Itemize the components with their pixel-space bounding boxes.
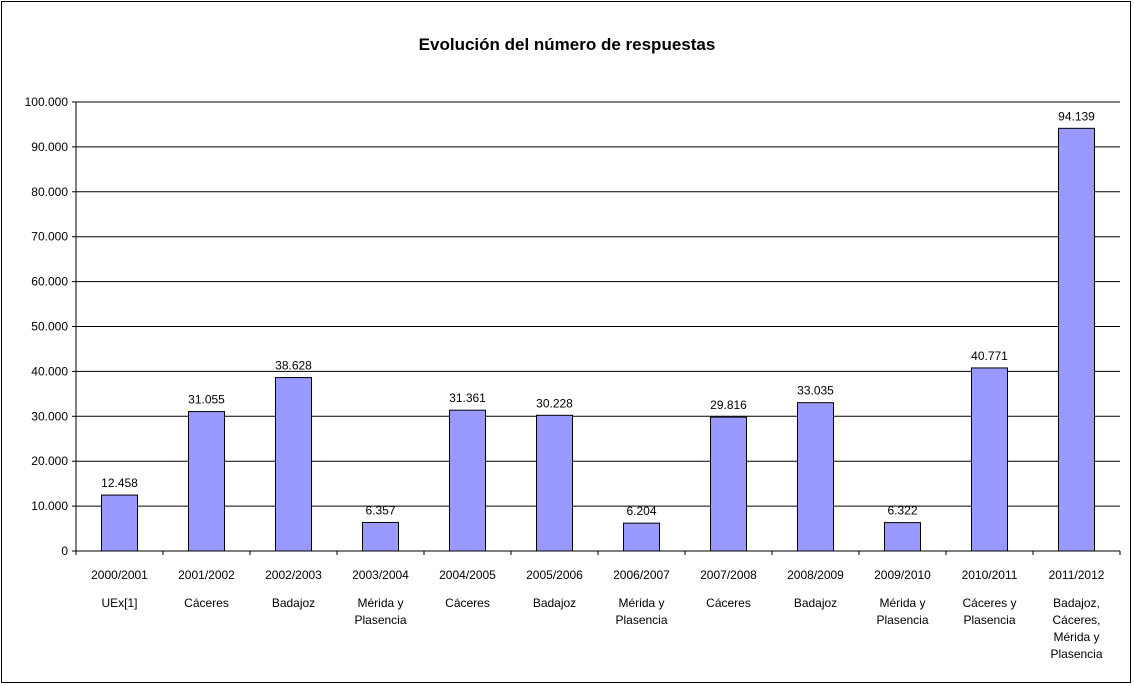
x-category-year: 2011/2012 bbox=[1049, 568, 1105, 582]
y-tick-label: 10.000 bbox=[31, 499, 68, 513]
data-label: 6.204 bbox=[626, 504, 656, 518]
y-tick-label: 40.000 bbox=[31, 364, 68, 378]
y-tick-label: 80.000 bbox=[31, 185, 68, 199]
x-category-place: Badajoz, bbox=[1053, 596, 1100, 610]
y-tick-label: 90.000 bbox=[31, 140, 68, 154]
x-category-place: Plasencia bbox=[963, 613, 1015, 627]
x-category-place: Mérida y bbox=[357, 596, 403, 610]
bar bbox=[884, 522, 921, 552]
x-category-place: Plasencia bbox=[615, 613, 667, 627]
x-category-place: Mérida y bbox=[879, 596, 925, 610]
bar bbox=[362, 521, 399, 552]
y-tick-label: 60.000 bbox=[31, 275, 68, 289]
x-category-year: 2010/2011 bbox=[962, 568, 1018, 582]
x-category-place: Badajoz bbox=[794, 596, 837, 610]
x-category-place: Badajoz bbox=[272, 596, 315, 610]
gridlines bbox=[76, 101, 1120, 507]
bars bbox=[101, 127, 1095, 552]
y-tick-label: 50.000 bbox=[31, 320, 68, 334]
x-category-place: Plasencia bbox=[1050, 647, 1102, 661]
bar bbox=[101, 494, 138, 552]
bar bbox=[710, 416, 747, 552]
x-category-year: 2001/2002 bbox=[178, 568, 235, 582]
x-category-place: Mérida y bbox=[1053, 630, 1099, 644]
x-category-year: 2005/2006 bbox=[526, 568, 583, 582]
x-category-place: Cáceres bbox=[184, 596, 229, 610]
bar bbox=[1058, 127, 1095, 552]
y-tick-label: 0 bbox=[61, 544, 68, 558]
y-tick-label: 20.000 bbox=[31, 454, 68, 468]
x-category-year: 2009/2010 bbox=[874, 568, 931, 582]
bar bbox=[623, 522, 660, 552]
x-category-place: Cáceres bbox=[445, 596, 490, 610]
x-category-place: Cáceres, bbox=[1052, 613, 1100, 627]
data-label: 12.458 bbox=[101, 476, 138, 490]
data-label: 6.322 bbox=[887, 504, 917, 518]
data-label: 31.055 bbox=[188, 393, 225, 407]
x-category-year: 2003/2004 bbox=[352, 568, 409, 582]
x-category-place: Mérida y bbox=[618, 596, 664, 610]
x-category-year: 2004/2005 bbox=[439, 568, 496, 582]
bar bbox=[188, 411, 225, 552]
bar bbox=[536, 414, 573, 552]
y-tick-label: 70.000 bbox=[31, 230, 68, 244]
data-label: 31.361 bbox=[449, 391, 486, 405]
x-category-year: 2008/2009 bbox=[787, 568, 844, 582]
data-label: 33.035 bbox=[797, 384, 834, 398]
x-category-year: 2007/2008 bbox=[700, 568, 757, 582]
labels: 0 10.000 20.000 30.000 40.000 50.000 60.000 70.… bbox=[25, 95, 1105, 661]
x-category-place: UEx[1] bbox=[101, 596, 137, 610]
bar bbox=[275, 377, 312, 552]
x-category-place: Cáceres y bbox=[962, 596, 1016, 610]
bar bbox=[797, 402, 834, 552]
x-category-place: Plasencia bbox=[354, 613, 406, 627]
bar bbox=[971, 367, 1008, 552]
x-category-year: 2000/2001 bbox=[91, 568, 148, 582]
data-label: 6.357 bbox=[365, 503, 395, 517]
x-category-year: 2002/2003 bbox=[265, 568, 322, 582]
data-label: 30.228 bbox=[536, 396, 573, 410]
data-label: 38.628 bbox=[275, 359, 312, 373]
x-category-place: Cáceres bbox=[706, 596, 751, 610]
y-tick-label: 30.000 bbox=[31, 409, 68, 423]
x-category-place: Plasencia bbox=[876, 613, 928, 627]
chart-title: Evolución del número de respuestas bbox=[418, 35, 716, 54]
data-label: 40.771 bbox=[971, 349, 1008, 363]
y-tick-label: 100.000 bbox=[25, 95, 69, 109]
data-label: 94.139 bbox=[1058, 109, 1095, 123]
data-label: 29.816 bbox=[710, 398, 747, 412]
axes bbox=[72, 101, 1121, 555]
x-category-place: Badajoz bbox=[533, 596, 576, 610]
bar bbox=[449, 409, 486, 552]
x-category-year: 2006/2007 bbox=[613, 568, 670, 582]
